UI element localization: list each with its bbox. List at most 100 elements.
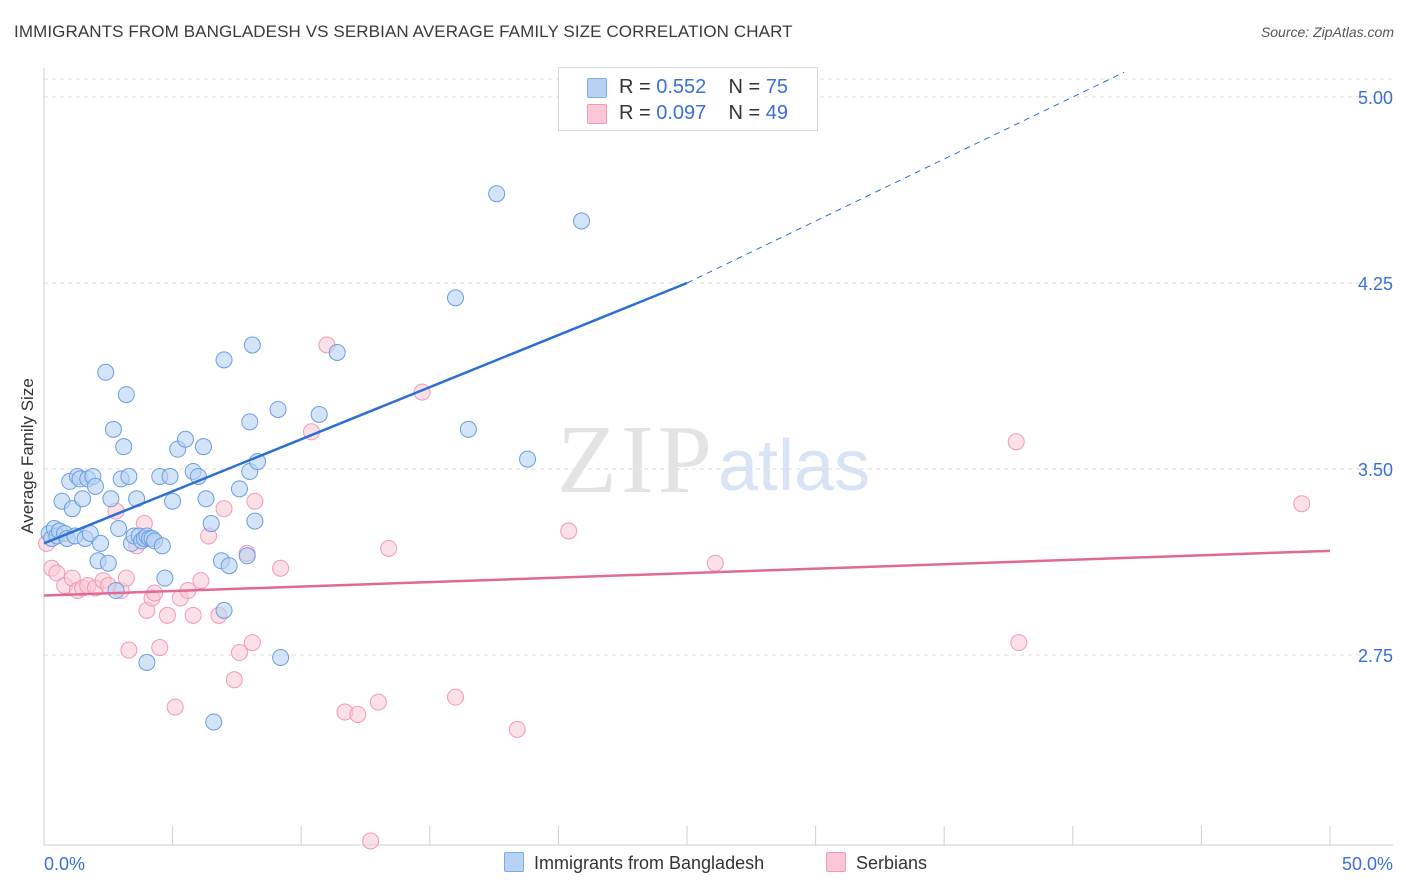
bangladesh-point <box>519 450 537 468</box>
bangladesh-point <box>272 648 290 666</box>
bottom-legend-swatch-blue <box>504 852 524 872</box>
bangladesh-point <box>117 386 135 404</box>
bangladesh-point <box>153 537 171 555</box>
bangladesh-point <box>220 557 238 575</box>
bangladesh-points <box>40 185 591 731</box>
bangladesh-point <box>202 515 220 533</box>
bottom-legend-serbians: Serbians <box>826 852 927 874</box>
serbians-point <box>117 569 135 587</box>
bangladesh-point <box>488 185 506 203</box>
bangladesh-point <box>115 438 133 456</box>
bangladesh-point <box>310 405 328 423</box>
y-tick-label: 5.00 <box>1358 88 1393 108</box>
serbians-point <box>158 606 176 624</box>
serbians-point <box>272 559 290 577</box>
serbians-point <box>166 698 184 716</box>
serbians-point <box>560 522 578 540</box>
serbians-point <box>1293 495 1311 513</box>
bottom-legend-label: Serbians <box>856 853 928 873</box>
source-label: Source: ZipAtlas.com <box>1260 24 1394 40</box>
bangladesh-trendline-extension <box>686 71 1125 284</box>
bangladesh-point <box>241 413 259 431</box>
bangladesh-point <box>176 430 194 448</box>
bangladesh-trendline <box>43 281 688 545</box>
bangladesh-point <box>573 212 591 230</box>
bangladesh-point <box>215 601 233 619</box>
bangladesh-point <box>164 492 182 510</box>
bangladesh-point <box>138 653 156 671</box>
watermark: ZIP atlas <box>557 406 870 514</box>
serbians-point <box>369 693 387 711</box>
serbians-point <box>192 572 210 590</box>
serbians-point <box>349 706 367 724</box>
watermark-atlas: atlas <box>718 426 870 506</box>
bottom-legend-bangladesh: Immigrants from Bangladesh <box>504 852 764 874</box>
serbians-point <box>508 720 526 738</box>
bangladesh-point <box>110 520 128 538</box>
bangladesh-point <box>74 490 92 508</box>
serbians-point <box>246 492 264 510</box>
serbians-point <box>151 639 169 657</box>
x-tick-label-max: 50.0% <box>1342 854 1393 874</box>
bangladesh-point <box>194 438 212 456</box>
bangladesh-point <box>238 547 256 565</box>
bangladesh-point <box>243 336 261 354</box>
bangladesh-point <box>107 582 125 600</box>
bangladesh-point <box>99 554 117 572</box>
bangladesh-point <box>156 569 174 587</box>
bangladesh-point <box>161 467 179 485</box>
chart-title: IMMIGRANTS FROM BANGLADESH VS SERBIAN AV… <box>14 22 793 41</box>
legend-r-label: R = <box>619 76 651 98</box>
y-tick-label: 2.75 <box>1358 646 1393 666</box>
bangladesh-point <box>230 480 248 498</box>
bottom-legend-swatch-pink <box>826 852 846 872</box>
serbians-point <box>230 644 248 662</box>
legend-n-label: N = <box>728 76 761 98</box>
bangladesh-point <box>459 420 477 438</box>
legend-n-label: N = <box>728 102 761 124</box>
bangladesh-point <box>120 467 138 485</box>
y-tick-labels: 2.75 3.50 4.25 5.00 <box>1358 88 1393 666</box>
y-tick-label: 3.50 <box>1358 460 1393 480</box>
bangladesh-point <box>328 343 346 361</box>
legend-swatch-blue <box>587 78 607 98</box>
bangladesh-point <box>447 289 465 307</box>
bangladesh-point <box>197 490 215 508</box>
watermark-zip: ZIP <box>557 406 716 514</box>
serbians-point <box>706 554 724 572</box>
legend-r-value: 0.097 <box>656 102 707 124</box>
serbians-point <box>120 641 138 659</box>
bangladesh-point <box>63 500 81 518</box>
y-tick-label: 4.25 <box>1358 274 1393 294</box>
trendlines <box>43 71 1331 597</box>
serbians-point <box>48 564 66 582</box>
bangladesh-point <box>104 420 122 438</box>
serbians-points <box>38 336 1311 850</box>
axes <box>43 68 1393 846</box>
serbians-point <box>447 688 465 706</box>
legend-n-value: 49 <box>765 102 789 124</box>
correlation-legend: R = 0.552 N = 75 R = 0.097 N = 49 <box>558 67 818 131</box>
serbians-trendline <box>43 549 1331 597</box>
serbians-point <box>1007 433 1025 451</box>
legend-r-label: R = <box>619 102 651 124</box>
bangladesh-point <box>92 534 110 552</box>
bangladesh-point <box>86 477 104 495</box>
bottom-legend-label: Immigrants from Bangladesh <box>534 853 765 873</box>
x-tick-label-min: 0.0% <box>44 854 85 874</box>
serbians-point <box>1010 634 1028 652</box>
bangladesh-point <box>215 351 233 369</box>
legend-n-value: 75 <box>765 76 789 98</box>
legend-r-value: 0.552 <box>656 76 707 98</box>
serbians-point <box>184 606 202 624</box>
y-axis-label: Average Family Size <box>18 378 37 534</box>
bangladesh-point <box>269 400 287 418</box>
bangladesh-point <box>205 713 223 731</box>
bangladesh-point <box>97 363 115 381</box>
bangladesh-point <box>102 490 120 508</box>
serbians-point <box>215 500 233 518</box>
serbians-point <box>362 832 380 850</box>
serbians-point <box>380 539 398 557</box>
legend-swatch-pink <box>587 104 607 124</box>
